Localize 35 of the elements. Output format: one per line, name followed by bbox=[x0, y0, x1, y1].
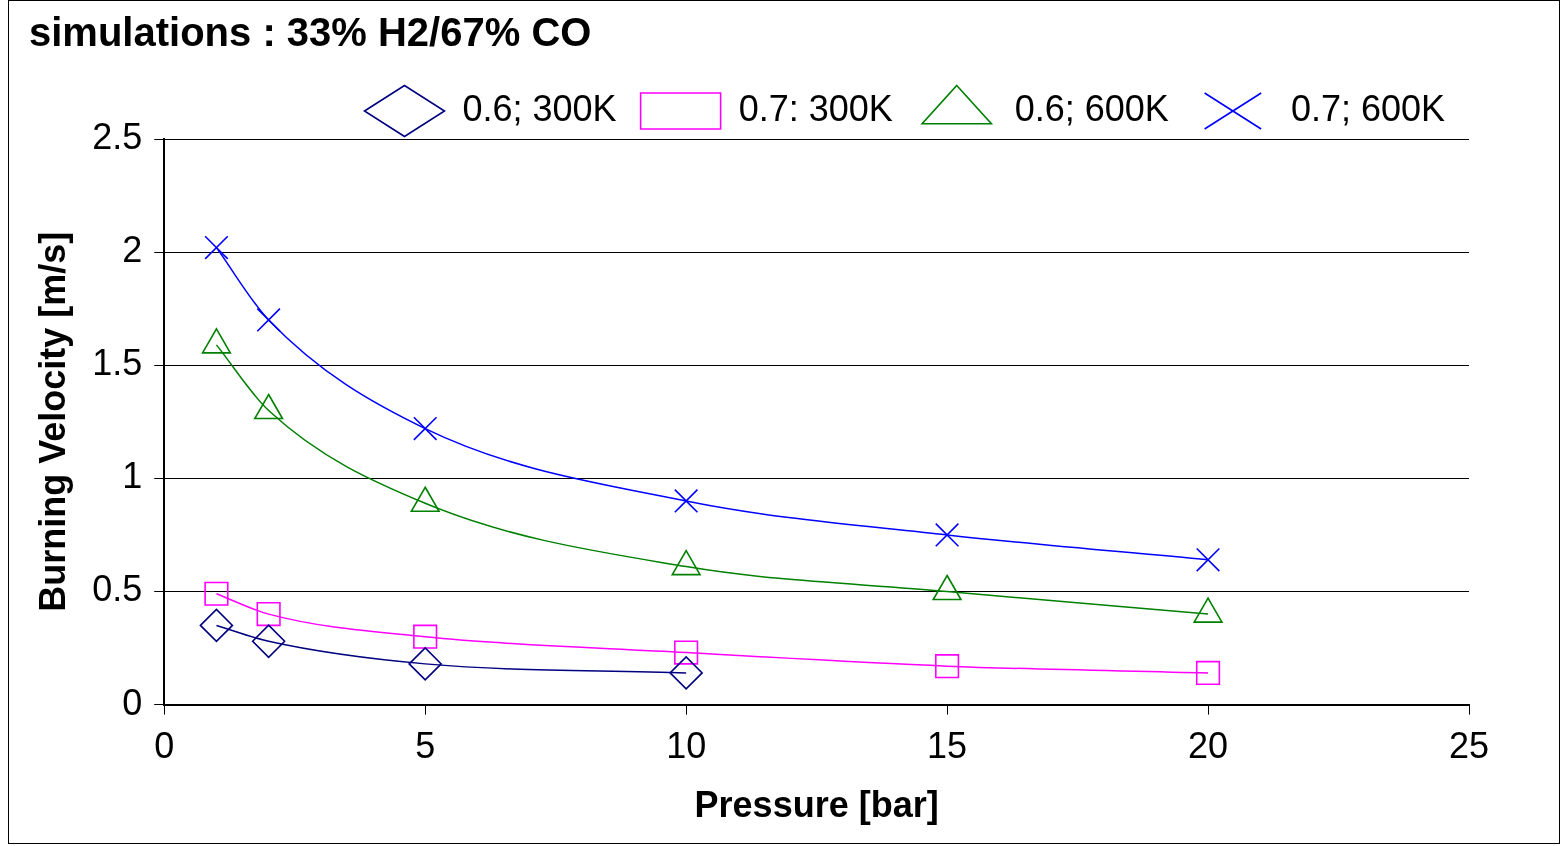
y-tick-label: 0.5 bbox=[92, 568, 143, 610]
y-tick-label: 1.5 bbox=[92, 342, 143, 384]
point bbox=[413, 624, 438, 649]
x-tick-label: 20 bbox=[1188, 725, 1229, 767]
point bbox=[413, 416, 438, 441]
legend-label: 0.7; 600K bbox=[1290, 87, 1445, 129]
x-tick-label: 15 bbox=[927, 725, 968, 767]
x-axis-title: Pressure [bar] bbox=[694, 784, 939, 826]
point bbox=[204, 581, 229, 606]
chart-title: simulations : 33% H2/67% CO bbox=[29, 10, 592, 55]
point bbox=[669, 656, 703, 690]
x-tick-label: 0 bbox=[154, 725, 175, 767]
point bbox=[199, 608, 234, 643]
x-tick-label: 5 bbox=[415, 725, 436, 767]
y-tick-label: 1 bbox=[122, 455, 143, 497]
point bbox=[256, 307, 281, 333]
point bbox=[204, 235, 229, 260]
point bbox=[1195, 660, 1221, 686]
point bbox=[934, 654, 960, 679]
x-tick-label: 25 bbox=[1448, 725, 1490, 767]
point bbox=[256, 601, 281, 627]
point bbox=[251, 624, 286, 659]
legend-label: 0.6; 600K bbox=[1014, 87, 1169, 129]
x-tick-label: 10 bbox=[666, 725, 707, 767]
point bbox=[674, 488, 699, 514]
point bbox=[674, 640, 699, 665]
legend-label: 0.7: 300K bbox=[738, 87, 893, 129]
y-axis-title: Burning Velocity [m/s] bbox=[31, 231, 73, 612]
point bbox=[408, 647, 442, 681]
y-tick-label: 2 bbox=[122, 229, 143, 271]
point bbox=[1195, 547, 1221, 572]
legend-label: 0.6; 300K bbox=[462, 87, 617, 129]
point bbox=[934, 522, 960, 548]
y-tick-label: 0 bbox=[122, 681, 143, 723]
y-tick-label: 2.5 bbox=[92, 115, 143, 157]
